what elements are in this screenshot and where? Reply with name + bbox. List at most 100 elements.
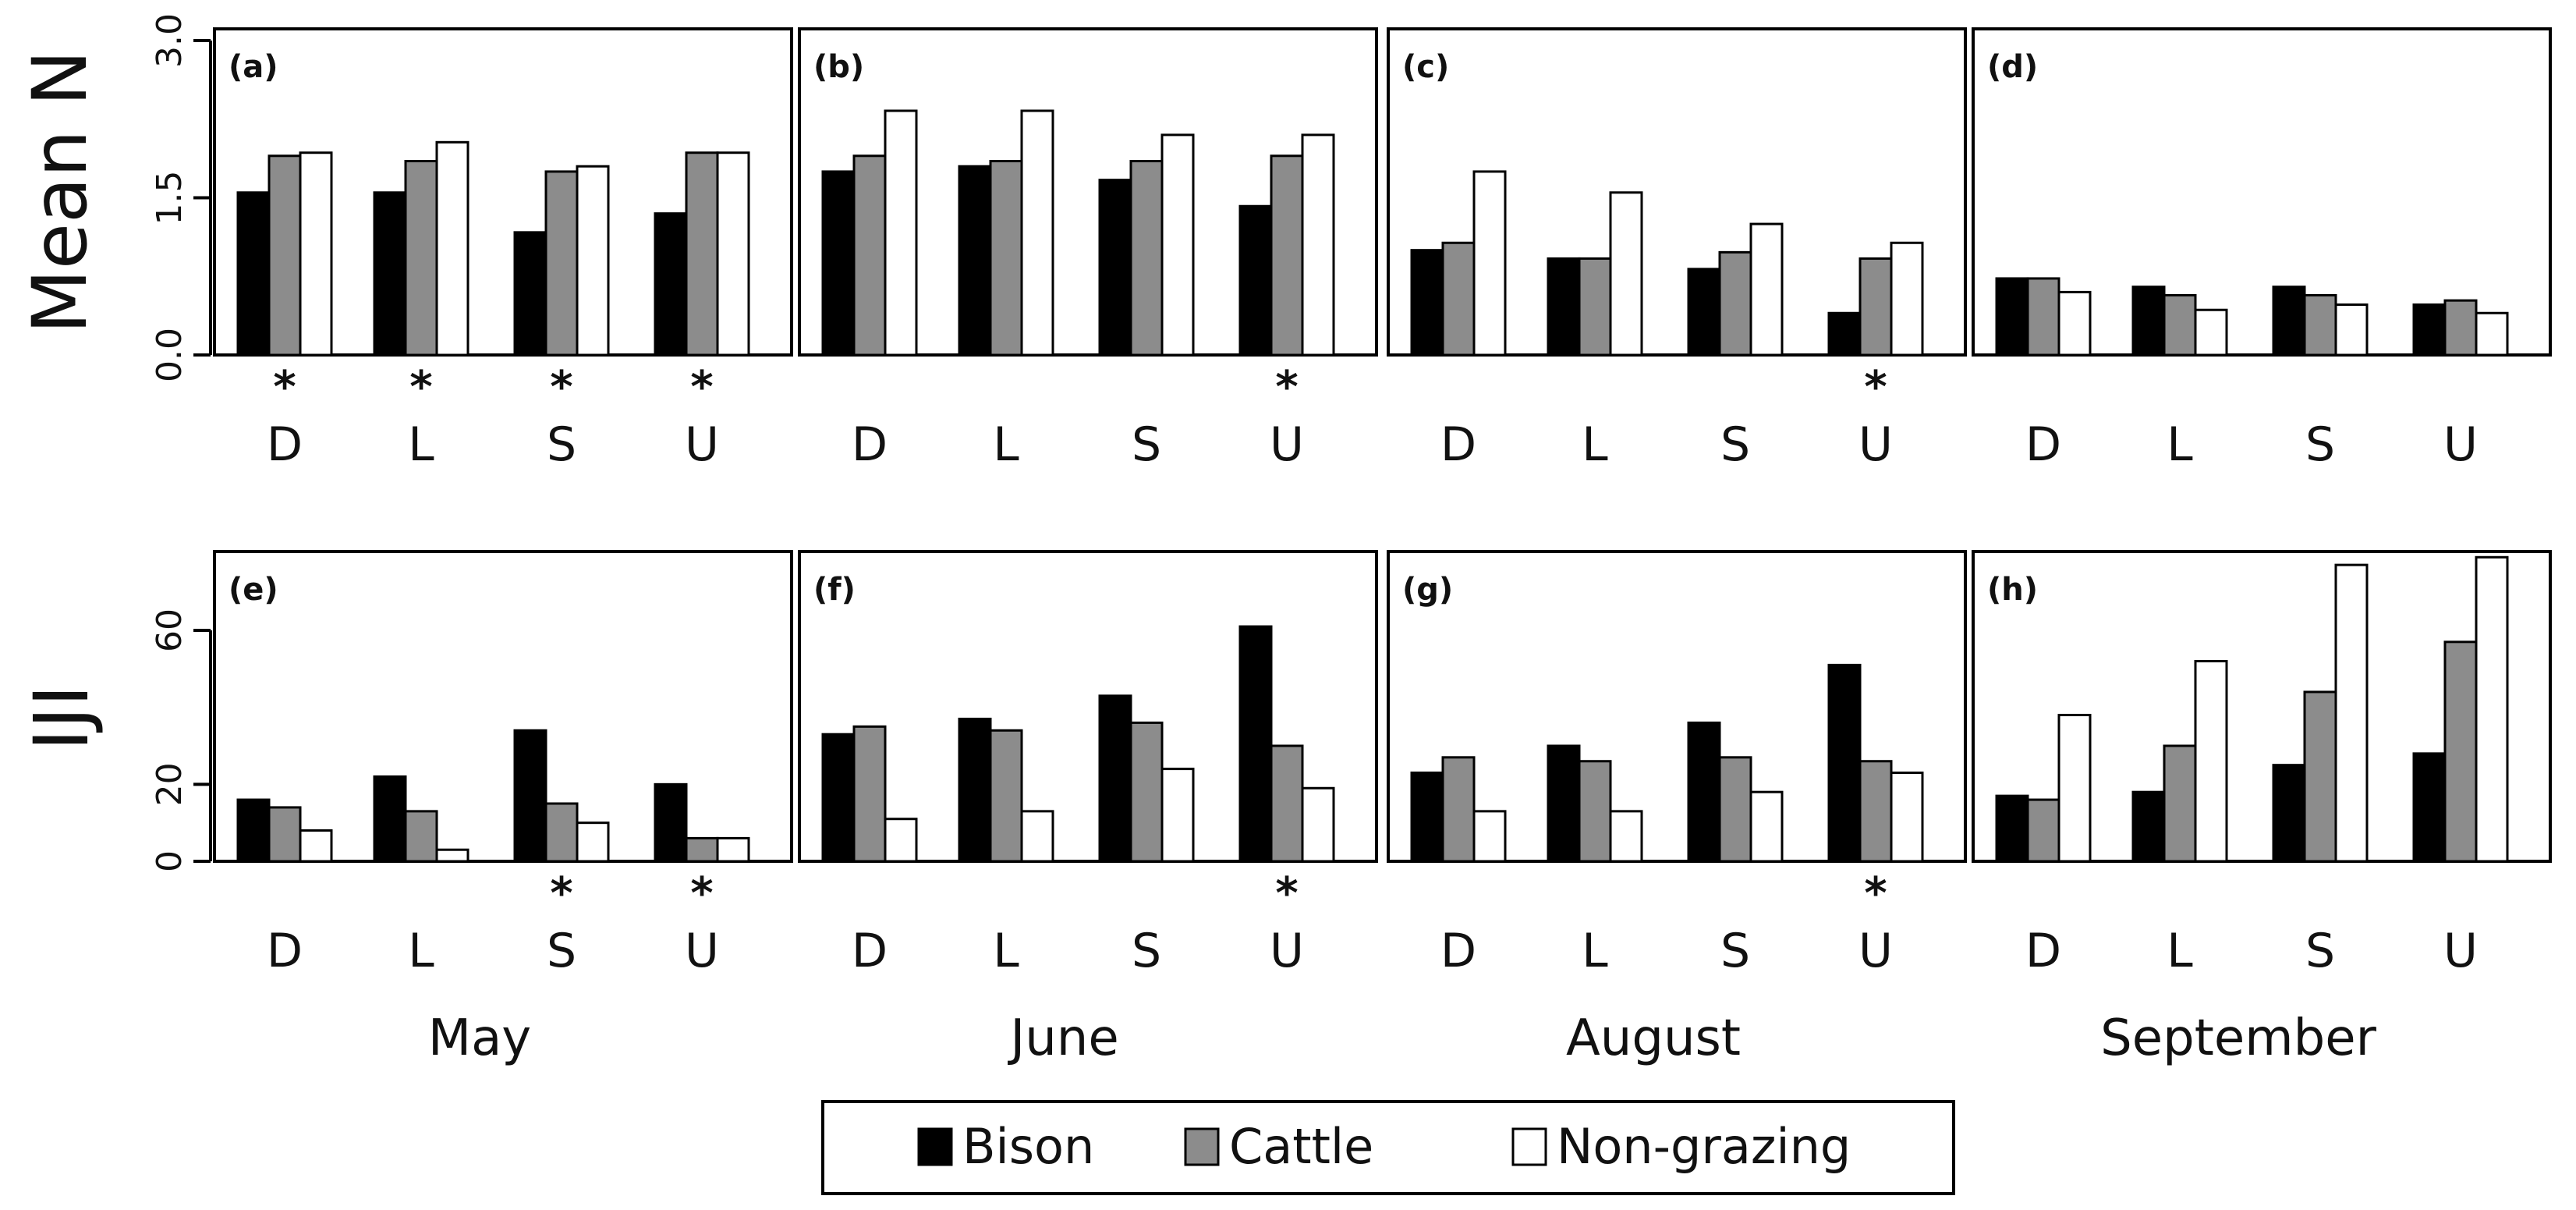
bar-non-grazing-L xyxy=(435,140,469,357)
bar-non-grazing-L xyxy=(2194,308,2228,357)
bar-cattle-S xyxy=(2303,690,2337,863)
significance-star: * xyxy=(1864,362,1887,413)
bar-bison-L xyxy=(373,775,407,863)
bar-non-grazing-S xyxy=(1160,133,1195,357)
x-category-label: U xyxy=(1270,417,1304,472)
bar-cattle-S xyxy=(1718,250,1752,357)
bar-non-grazing-S xyxy=(2334,303,2369,357)
bar-bison-D xyxy=(1410,249,1444,357)
x-category-label: L xyxy=(993,924,1019,978)
bar-cattle-S xyxy=(544,170,579,357)
bar-non-grazing-U xyxy=(716,151,750,357)
bar-bison-U xyxy=(1238,204,1273,357)
bar-bison-U xyxy=(654,212,688,357)
legend-swatch-cattle xyxy=(1184,1127,1220,1166)
significance-star: * xyxy=(1275,362,1298,413)
bar-cattle-D xyxy=(1441,756,1476,863)
bar-cattle-L xyxy=(2163,744,2197,863)
bar-non-grazing-L xyxy=(435,848,469,863)
bar-bison-U xyxy=(2412,303,2447,357)
legend-box xyxy=(821,1100,1955,1195)
bar-non-grazing-L xyxy=(1020,810,1054,863)
x-category-label: S xyxy=(547,924,576,978)
panel-frame xyxy=(1972,550,2552,863)
x-category-label: S xyxy=(1132,924,1161,978)
x-category-label: S xyxy=(2305,924,2335,978)
x-category-label: D xyxy=(1440,924,1476,978)
bar-bison-S xyxy=(2272,286,2306,357)
bar-cattle-U xyxy=(1270,744,1304,863)
significance-star: * xyxy=(550,362,572,413)
legend-label: Cattle xyxy=(1229,1118,1373,1175)
bar-non-grazing-D xyxy=(299,151,333,357)
bar-bison-D xyxy=(1995,794,2029,863)
x-category-label: D xyxy=(852,924,888,978)
bar-non-grazing-D xyxy=(1472,810,1507,863)
month-label: June xyxy=(1007,1010,1118,1067)
bar-bison-L xyxy=(1547,744,1581,863)
bar-cattle-D xyxy=(2026,798,2060,863)
panel-e: (e)D L*S*U xyxy=(213,550,793,978)
significance-star: * xyxy=(690,362,713,413)
panel-frame xyxy=(213,550,793,863)
panel-frame xyxy=(1972,27,2552,357)
significance-star: * xyxy=(1275,868,1298,919)
bar-cattle-D xyxy=(2026,277,2060,357)
bar-non-grazing-U xyxy=(1301,133,1335,357)
bar-cattle-U xyxy=(2443,640,2478,863)
legend-label: Bison xyxy=(962,1118,1094,1175)
bar-bison-D xyxy=(236,191,271,357)
bar-bison-S xyxy=(513,729,547,863)
bar-non-grazing-L xyxy=(2194,659,2228,863)
panel-frame xyxy=(1387,27,1967,357)
bar-cattle-D xyxy=(268,806,302,863)
panel-tag: (f) xyxy=(813,572,856,608)
bar-bison-D xyxy=(1410,772,1444,863)
x-category-label: D xyxy=(852,417,888,472)
panel-tag: (e) xyxy=(229,572,278,608)
panel-frame xyxy=(1387,550,1967,863)
bar-cattle-D xyxy=(268,154,302,357)
month-label: August xyxy=(1566,1010,1741,1067)
bar-non-grazing-L xyxy=(1609,191,1643,357)
bar-non-grazing-D xyxy=(2057,714,2092,863)
significance-star: * xyxy=(550,868,572,919)
bar-cattle-L xyxy=(1578,760,1612,863)
y-axis-label: IJI xyxy=(18,685,105,751)
legend-swatch-non-grazing xyxy=(1511,1127,1547,1166)
significance-star: * xyxy=(273,362,296,413)
bar-bison-S xyxy=(513,231,547,357)
panel-d: (d) D L S U xyxy=(1972,27,2552,472)
bar-bison-S xyxy=(1098,179,1132,357)
bar-bison-D xyxy=(821,170,856,357)
x-category-label: U xyxy=(1858,417,1893,472)
bar-bison-S xyxy=(1098,694,1132,863)
bar-non-grazing-S xyxy=(1749,790,1784,863)
panel-tag: (g) xyxy=(1402,572,1453,608)
bar-bison-L xyxy=(1547,257,1581,357)
bar-cattle-U xyxy=(2443,299,2478,357)
panel-frame xyxy=(213,27,793,357)
x-category-label: L xyxy=(408,924,434,978)
x-category-label: U xyxy=(685,417,719,472)
bar-bison-L xyxy=(958,165,992,357)
bar-bison-D xyxy=(236,798,271,863)
bar-non-grazing-S xyxy=(576,821,610,863)
panel-g: (g) D L S *U xyxy=(1387,550,1967,978)
bar-non-grazing-U xyxy=(1301,786,1335,863)
panel-tag: (d) xyxy=(1987,49,2038,85)
bar-non-grazing-S xyxy=(576,165,610,357)
bar-cattle-L xyxy=(404,810,438,863)
panel-tag: (b) xyxy=(813,49,864,85)
bar-non-grazing-U xyxy=(716,836,750,863)
bar-bison-L xyxy=(958,717,992,863)
y-tick-label: 0 xyxy=(150,850,190,872)
bar-cattle-S xyxy=(544,802,579,863)
bar-bison-D xyxy=(1995,277,2029,357)
bar-cattle-L xyxy=(989,729,1023,863)
bar-bison-U xyxy=(1238,625,1273,863)
bar-cattle-L xyxy=(1578,257,1612,357)
bar-cattle-S xyxy=(1718,756,1752,863)
y-axis-row-0: 0.0 1.5 3.0 Mean N xyxy=(16,13,212,382)
x-category-label: S xyxy=(2305,417,2335,472)
